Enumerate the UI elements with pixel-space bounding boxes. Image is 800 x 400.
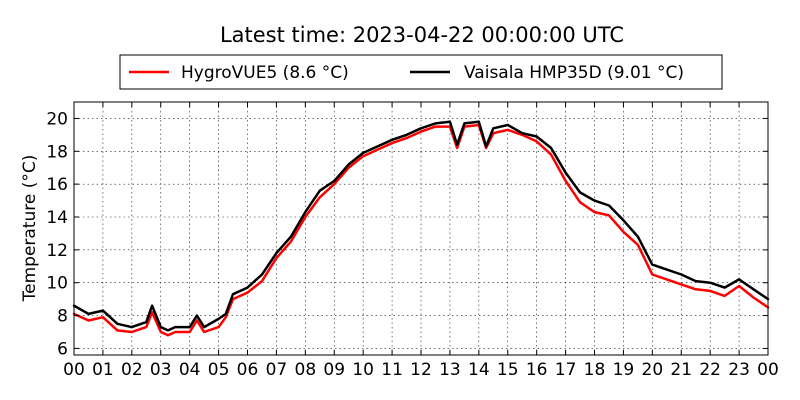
grid-lines xyxy=(73,102,769,355)
x-tick-label: 06 xyxy=(237,360,259,380)
y-tick-label: 6 xyxy=(57,339,68,359)
y-tick-label: 18 xyxy=(46,142,68,162)
y-tick-label: 14 xyxy=(46,208,68,228)
x-tick-label: 03 xyxy=(150,360,172,380)
x-tick-label: 00 xyxy=(63,360,85,380)
legend: HygroVUE5 (8.6 °C) Vaisala HMP35D (9.01 … xyxy=(119,54,723,90)
y-axis-label: Temperature (°C) xyxy=(20,155,40,303)
plot-area xyxy=(73,101,769,356)
x-tick-label: 05 xyxy=(208,360,230,380)
chart-title: Latest time: 2023-04-22 00:00:00 UTC xyxy=(220,23,624,47)
x-tick-label: 13 xyxy=(439,360,461,380)
axis-ticks xyxy=(73,102,769,355)
series-line-vaisala xyxy=(72,120,770,332)
y-tick-label: 10 xyxy=(46,274,68,294)
series-line-hygrovue5 xyxy=(72,123,770,337)
y-tick-label: 20 xyxy=(46,109,68,129)
x-tick-label: 20 xyxy=(642,360,664,380)
x-tick-label: 19 xyxy=(613,360,635,380)
series-lines xyxy=(72,120,770,337)
x-tick-label: 23 xyxy=(728,360,750,380)
x-tick-label: 08 xyxy=(295,360,317,380)
y-tick-label: 8 xyxy=(57,307,68,327)
x-tick-label: 01 xyxy=(92,360,114,380)
legend-label-vaisala: Vaisala HMP35D (9.01 °C) xyxy=(464,63,684,83)
legend-label-hygrovue5: HygroVUE5 (8.6 °C) xyxy=(181,63,349,83)
x-tick-label: 17 xyxy=(555,360,577,380)
x-tick-label: 10 xyxy=(352,360,374,380)
y-axis-tick-labels: 6 8 10 12 14 16 18 20 xyxy=(46,109,68,359)
x-tick-label: 15 xyxy=(497,360,519,380)
x-tick-label: 22 xyxy=(699,360,721,380)
x-tick-label: 14 xyxy=(468,360,490,380)
x-tick-label: 07 xyxy=(266,360,288,380)
y-tick-label: 12 xyxy=(46,241,68,261)
x-tick-label: 09 xyxy=(323,360,345,380)
x-tick-label: 00 xyxy=(757,360,779,380)
x-tick-label: 11 xyxy=(381,360,403,380)
y-tick-label: 16 xyxy=(46,175,68,195)
x-tick-label: 21 xyxy=(670,360,692,380)
x-axis-tick-labels: 00 01 02 03 04 05 06 07 08 09 10 11 12 13 14 15 16 17 18 19… xyxy=(63,360,779,380)
x-tick-label: 12 xyxy=(410,360,432,380)
x-tick-label: 18 xyxy=(584,360,606,380)
x-tick-label: 02 xyxy=(121,360,143,380)
x-tick-label: 04 xyxy=(179,360,201,380)
x-tick-label: 16 xyxy=(526,360,548,380)
